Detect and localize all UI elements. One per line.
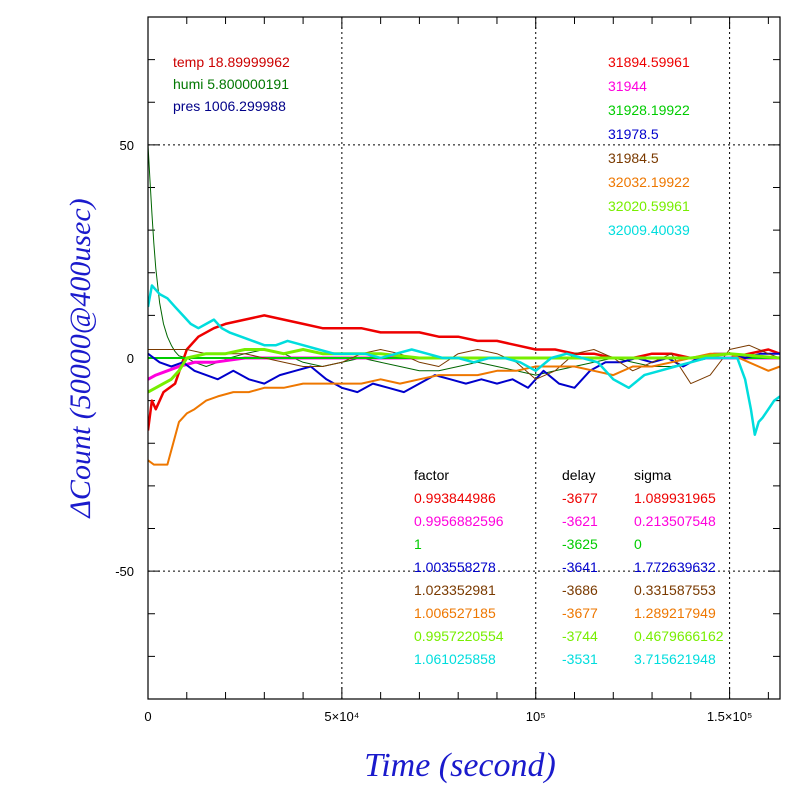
series-line-7 bbox=[148, 284, 780, 436]
table-delay-0: -3677 bbox=[562, 490, 598, 506]
table-factor-6: 0.9957220554 bbox=[414, 628, 504, 644]
table-sigma-3: 1.772639632 bbox=[634, 559, 716, 575]
table-factor-5: 1.006527185 bbox=[414, 605, 496, 621]
y-tick-label-0: 50 bbox=[120, 138, 134, 153]
table-delay-1: -3621 bbox=[562, 513, 598, 529]
env-readings: temp 18.89999962 humi 5.800000191 pres 100… bbox=[173, 54, 290, 114]
legend-entry-0: 31894.59961 bbox=[608, 54, 690, 70]
legend-entry-1: 31944 bbox=[608, 78, 647, 94]
env-reading-temp: temp 18.89999962 bbox=[173, 54, 290, 70]
env-reading-pres: pres 1006.299988 bbox=[173, 98, 286, 114]
table-factor-3: 1.003558278 bbox=[414, 559, 496, 575]
table-delay-7: -3531 bbox=[562, 651, 598, 667]
table-delay-6: -3744 bbox=[562, 628, 598, 644]
tick-labels: 0 5×10⁴ 10⁵ 1.5×10⁵ 50 0 -50 bbox=[115, 138, 752, 724]
table-factor-4: 1.023352981 bbox=[414, 582, 496, 598]
table-header-factor: factor bbox=[414, 467, 449, 483]
table-factor-7: 1.061025858 bbox=[414, 651, 496, 667]
y-tick-label-1: 0 bbox=[127, 351, 134, 366]
legend: 31894.59961 31944 31928.19922 31978.5 31984.… bbox=[608, 54, 690, 238]
table-delay-5: -3677 bbox=[562, 605, 598, 621]
y-axis-label: ΔCount (50000@400usec) bbox=[64, 198, 97, 518]
x-tick-label-2: 10⁵ bbox=[526, 709, 546, 724]
table-delay-2: -3625 bbox=[562, 536, 598, 552]
legend-entry-5: 32032.19922 bbox=[608, 174, 690, 190]
x-tick-label-3: 1.5×10⁵ bbox=[707, 709, 753, 724]
x-tick-label-1: 5×10⁴ bbox=[324, 709, 359, 724]
table-factor-0: 0.993844986 bbox=[414, 490, 496, 506]
series-line-4 bbox=[148, 344, 780, 385]
x-axis-label: Time (second) bbox=[364, 747, 556, 784]
y-tick-label-2: -50 bbox=[115, 564, 134, 579]
table-sigma-0: 1.089931965 bbox=[634, 490, 716, 506]
table-factor-2: 1 bbox=[414, 536, 422, 552]
legend-entry-4: 31984.5 bbox=[608, 150, 659, 166]
legend-entry-2: 31928.19922 bbox=[608, 102, 690, 118]
series-line-5 bbox=[148, 352, 780, 466]
table-sigma-6: 0.4679666162 bbox=[634, 628, 724, 644]
table-header-sigma: sigma bbox=[634, 467, 672, 483]
legend-entry-6: 32020.59961 bbox=[608, 198, 690, 214]
table-sigma-5: 1.289217949 bbox=[634, 605, 716, 621]
table-header-delay: delay bbox=[562, 467, 595, 483]
series-layer bbox=[148, 144, 780, 466]
parameter-table: factor delay sigma 0.993844986 -3677 1.089931… bbox=[414, 467, 724, 667]
plot-frame bbox=[147, 16, 781, 700]
table-sigma-2: 0 bbox=[634, 536, 642, 552]
table-sigma-4: 0.331587553 bbox=[634, 582, 716, 598]
table-delay-4: -3686 bbox=[562, 582, 598, 598]
table-sigma-1: 0.213507548 bbox=[634, 513, 716, 529]
table-delay-3: -3641 bbox=[562, 559, 598, 575]
table-sigma-7: 3.715621948 bbox=[634, 651, 716, 667]
legend-entry-3: 31978.5 bbox=[608, 126, 659, 142]
x-tick-label-0: 0 bbox=[144, 709, 151, 724]
env-reading-humi: humi 5.800000191 bbox=[173, 76, 289, 92]
series-line-6 bbox=[148, 348, 780, 394]
series-line-0 bbox=[148, 314, 780, 431]
table-factor-1: 0.9956882596 bbox=[414, 513, 504, 529]
legend-entry-7: 32009.40039 bbox=[608, 222, 690, 238]
